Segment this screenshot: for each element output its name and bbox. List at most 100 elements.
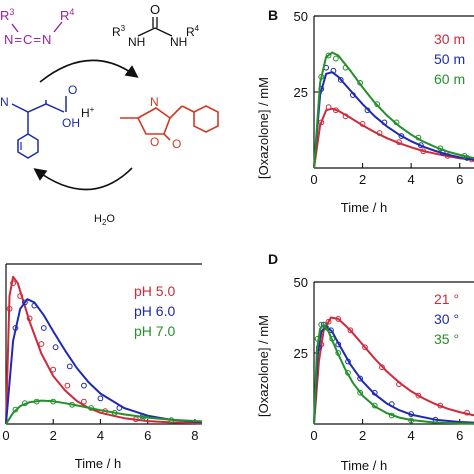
amino-acid-proton: H+ [81, 105, 95, 120]
panel-c-data-point [26, 315, 33, 322]
panel-c-data-point [81, 382, 87, 389]
panel-d-data-point [396, 381, 402, 388]
panel-b-letter: B [268, 7, 278, 23]
panel-c-data-point [10, 280, 16, 287]
amino-acid: O OH N H+ [0, 83, 95, 159]
panel-d-data-point [379, 364, 385, 371]
panel-c-data-point [31, 302, 38, 309]
panel-b-data-point [376, 130, 383, 136]
panel-c-data-point [168, 417, 175, 424]
panel-b-data-point [332, 107, 339, 114]
amino-acid-backbone [11, 103, 65, 113]
panel-b-series-line-1 [313, 107, 474, 169]
panel-d-data-point [323, 324, 330, 331]
panel-d-data-point [329, 335, 336, 342]
panel-b-data-point [325, 104, 332, 111]
panel-b-ylabel: [Oxazolone] / mM [256, 77, 271, 179]
oxazolone-carbonyl-bond [163, 133, 171, 141]
panel-b-data-point [437, 145, 444, 152]
panel-b-data-point [337, 76, 344, 83]
oxazolone-ch2-bond [181, 105, 195, 113]
carbodiimide-bond-right [53, 21, 63, 33]
panel-d-series-line-3 [313, 323, 474, 425]
panel-b-data-point [318, 73, 325, 80]
panel-d-data-point [371, 389, 378, 396]
oxazolone-carbonyl-oxygen: O [172, 137, 181, 151]
panel-c-data-point [50, 366, 57, 373]
panel-c-series-line-2 [5, 298, 203, 425]
panel-b-y-tick-label: 25 [294, 85, 308, 100]
panel-c-data-point [17, 293, 24, 299]
panel-c-data-point [38, 341, 45, 347]
panel-c-data-point [52, 344, 59, 351]
reaction-scheme: R3 N=C=N R4 O R3 NH NH R4 O OH N H+ [0, 2, 219, 227]
panel-d-series-line-1 [313, 316, 474, 425]
panel-d-data-point [357, 375, 364, 382]
urea-bond-right [154, 27, 173, 37]
panel-d-y-tick-label: 25 [294, 346, 308, 361]
panel-c-xlabel: Time / h [75, 456, 121, 471]
panel-d-data-point [415, 392, 422, 399]
oxazolone-ring [136, 107, 171, 135]
panel-c-data-point [88, 405, 94, 411]
panel-c-x-tick-label: 4 [97, 428, 104, 443]
panel-d-data-point [318, 321, 325, 328]
panel-b-series-line-2 [313, 71, 474, 169]
panel-c-data-point [12, 406, 19, 413]
panel-d-data-point [347, 327, 354, 334]
panel-c-series-line-1 [5, 275, 203, 425]
panel-b-data-point [415, 134, 422, 141]
urea-n-left: NH [128, 35, 145, 49]
panel-b-data-point [342, 64, 349, 71]
carbodiimide-r3: R3 [0, 7, 14, 23]
panel-d-ylabel: [Oxazolone] / mM [256, 315, 271, 417]
panel-d-legend-entry-2: 30 ° [434, 311, 459, 327]
panel-d-x-tick-label: 0 [310, 428, 317, 443]
panel-d-data-point [335, 341, 342, 348]
panel-c-data-point [97, 395, 104, 402]
panel-b-data-point [398, 133, 405, 139]
panel-c-data-point [33, 398, 40, 405]
panel-c-legend-entry-3: pH 7.0 [134, 323, 175, 339]
panel-d: D [Oxazolone] / mM Time / h 0 2 4 6 25 50 21 °… [256, 251, 474, 473]
oxazolone-nitrogen: N [150, 95, 159, 109]
amino-acid-carbonyl-o: O [68, 83, 77, 97]
panel-b-data-point [349, 92, 356, 98]
urea-oxygen: O [150, 2, 160, 17]
panel-b-data-point [381, 119, 388, 126]
panel-d-data-point [335, 316, 342, 322]
carbodiimide-bond-left [11, 23, 19, 33]
urea-bond-left [137, 27, 156, 37]
panel-d-data-point [408, 417, 415, 424]
panel-c-data-point [111, 409, 118, 416]
panel-d-data-point [437, 402, 444, 409]
panel-c-data-point [21, 400, 28, 407]
panel-d-data-point [371, 402, 378, 409]
amino-acid-phenyl-ring [17, 133, 39, 159]
panel-d-legend-entry-3: 35 ° [434, 331, 459, 347]
panel-b-data-point [417, 142, 424, 149]
panel-d-data-point [357, 389, 364, 396]
panel-b-legend-entry-3: 60 m [434, 71, 465, 87]
carbodiimide-core: N=C=N [4, 32, 52, 47]
oxazolone-phenyl-ring [193, 105, 219, 133]
panel-c-data-point [69, 401, 76, 408]
oxazolone: N O O [120, 95, 219, 151]
panel-c-legend-entry-2: pH 6.0 [134, 303, 175, 319]
panel-c-data-point [116, 405, 123, 411]
carbodiimide-r4: R4 [60, 7, 74, 23]
panel-c-legend-entry-1: pH 5.0 [134, 283, 175, 299]
panel-b-data-point [420, 148, 427, 155]
panel-c-data-point [40, 325, 47, 331]
panel-d-x-tick-label: 4 [408, 428, 415, 443]
panel-d-y-tick-label: 50 [294, 275, 308, 290]
panel-d-data-point [335, 350, 342, 356]
panel-d-data-point [388, 401, 395, 408]
panel-c-data-point [12, 325, 19, 331]
panel-d-series-line-2 [313, 325, 474, 425]
panel-b-x-tick-label: 0 [310, 172, 317, 187]
panel-b-data-point [374, 101, 381, 108]
panel-c-x-tick-label: 6 [144, 428, 151, 443]
panel-d-data-point [362, 344, 368, 351]
